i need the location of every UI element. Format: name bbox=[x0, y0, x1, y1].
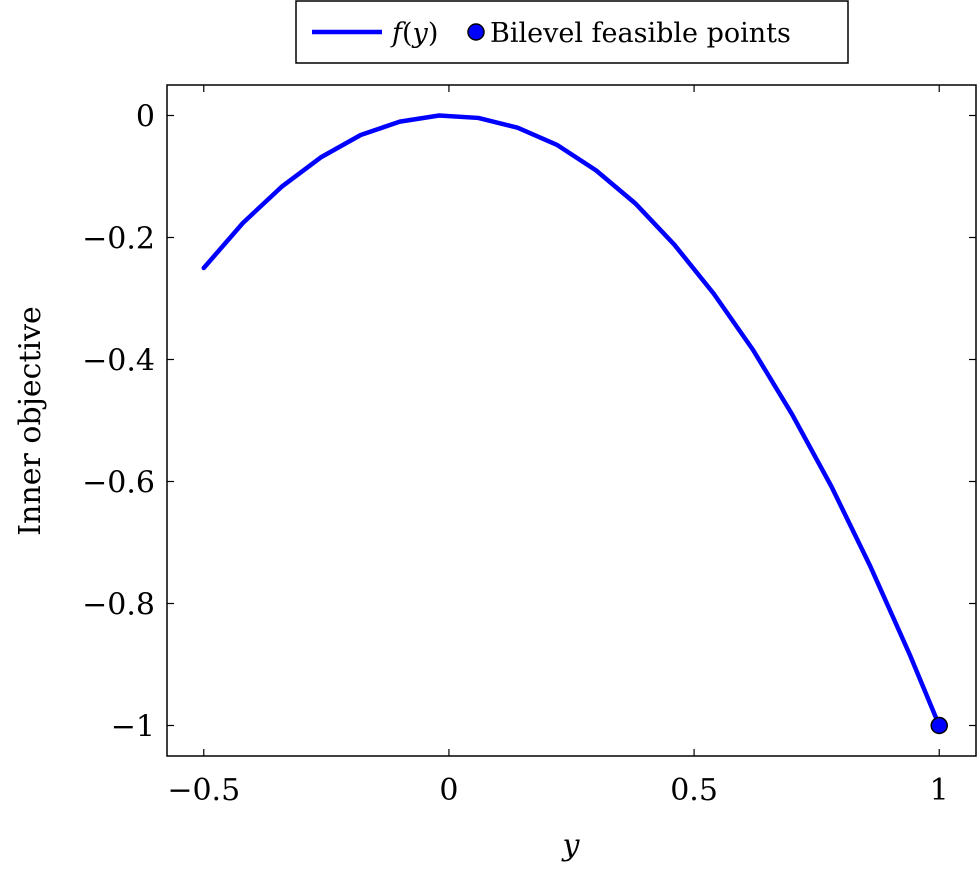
series-line-f-of-y bbox=[201, 113, 942, 728]
y-axis-label: Inner objective bbox=[13, 306, 48, 536]
x-axis-ticks bbox=[203, 85, 940, 756]
legend-marker-label: Bilevel feasible points bbox=[490, 18, 791, 49]
y-tick-label: −0.8 bbox=[82, 588, 155, 623]
legend-line-label-open: ( bbox=[402, 18, 413, 49]
x-tick-label: −0.5 bbox=[167, 773, 240, 808]
bilevel-feasible-point bbox=[930, 716, 948, 735]
x-tick-label: 0 bbox=[439, 773, 458, 808]
legend-line-label-var: y bbox=[412, 18, 429, 49]
x-axis-tick-labels: −0.5 0 0.5 1 bbox=[167, 773, 948, 808]
y-tick-label: −0.2 bbox=[82, 222, 155, 257]
legend-marker-swatch bbox=[467, 23, 485, 41]
plot-frame bbox=[166, 84, 977, 757]
y-axis-tick-labels: 0 −0.2 −0.4 −0.6 −0.8 −1 bbox=[82, 100, 155, 745]
legend: f(y) Bilevel feasible points bbox=[295, 0, 849, 64]
y-tick-label: 0 bbox=[136, 100, 155, 135]
x-tick-label: 0.5 bbox=[670, 773, 718, 808]
x-tick-label: 1 bbox=[930, 773, 949, 808]
y-tick-label: −0.4 bbox=[82, 344, 155, 379]
legend-line-label-close: ) bbox=[428, 18, 439, 49]
series-layer bbox=[201, 113, 948, 735]
legend-line-label: f(y) bbox=[390, 18, 438, 49]
legend-box bbox=[295, 0, 849, 64]
y-axis-ticks bbox=[167, 114, 976, 727]
y-tick-label: −0.6 bbox=[82, 466, 155, 501]
x-axis-label: y bbox=[561, 828, 581, 863]
y-tick-label: −1 bbox=[111, 710, 155, 745]
